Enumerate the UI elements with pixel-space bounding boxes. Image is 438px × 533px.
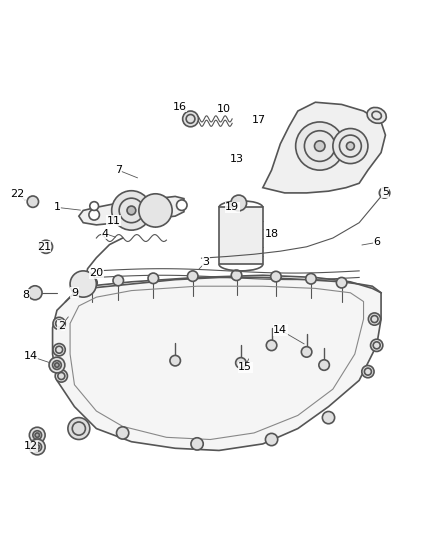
Circle shape: [29, 427, 45, 443]
Circle shape: [49, 357, 65, 373]
Circle shape: [33, 442, 42, 451]
Circle shape: [33, 431, 42, 440]
Circle shape: [319, 360, 329, 370]
Bar: [219, 207, 263, 264]
Circle shape: [117, 427, 129, 439]
Circle shape: [170, 356, 180, 366]
Text: 19: 19: [225, 203, 239, 212]
Text: 15: 15: [238, 362, 252, 372]
Circle shape: [183, 111, 198, 127]
Circle shape: [371, 339, 383, 351]
Circle shape: [266, 340, 277, 351]
Text: 8: 8: [23, 290, 30, 300]
Circle shape: [333, 128, 368, 164]
Text: 22: 22: [11, 189, 25, 199]
Text: 3: 3: [202, 257, 209, 267]
Circle shape: [306, 273, 316, 284]
Circle shape: [39, 240, 53, 253]
Text: 14: 14: [273, 325, 287, 335]
Circle shape: [336, 278, 347, 288]
Circle shape: [55, 370, 67, 382]
Circle shape: [68, 418, 90, 440]
Circle shape: [27, 196, 39, 207]
Circle shape: [53, 344, 65, 356]
Circle shape: [271, 271, 281, 282]
Text: 9: 9: [71, 288, 78, 298]
Text: 16: 16: [173, 102, 187, 111]
Circle shape: [301, 346, 312, 357]
Circle shape: [231, 270, 242, 280]
Circle shape: [90, 201, 99, 211]
Circle shape: [113, 275, 124, 286]
Circle shape: [314, 141, 325, 151]
Circle shape: [35, 433, 39, 437]
Circle shape: [362, 366, 374, 378]
Text: 7: 7: [115, 165, 122, 175]
Circle shape: [187, 271, 198, 281]
Polygon shape: [263, 102, 385, 193]
Circle shape: [70, 271, 96, 297]
Circle shape: [55, 363, 59, 367]
Circle shape: [346, 142, 354, 150]
Circle shape: [139, 194, 172, 227]
Circle shape: [29, 439, 45, 455]
Text: 11: 11: [107, 215, 121, 225]
Circle shape: [177, 200, 187, 211]
Circle shape: [127, 206, 136, 215]
Circle shape: [53, 317, 65, 329]
Text: 20: 20: [89, 268, 103, 278]
Text: 5: 5: [382, 187, 389, 197]
Circle shape: [231, 195, 247, 211]
Text: 6: 6: [373, 237, 380, 247]
Circle shape: [35, 445, 39, 449]
Circle shape: [322, 411, 335, 424]
Text: 13: 13: [230, 154, 244, 164]
Circle shape: [296, 122, 344, 170]
Circle shape: [191, 438, 203, 450]
Text: 14: 14: [24, 351, 38, 361]
Text: 12: 12: [24, 441, 38, 451]
Circle shape: [265, 433, 278, 446]
Text: 1: 1: [53, 203, 60, 212]
Text: 17: 17: [251, 115, 265, 125]
Ellipse shape: [367, 108, 386, 123]
Circle shape: [368, 313, 381, 325]
Polygon shape: [53, 278, 381, 450]
Text: 4: 4: [102, 229, 109, 239]
Circle shape: [379, 188, 390, 198]
Polygon shape: [79, 197, 184, 225]
Text: 2: 2: [58, 321, 65, 330]
Circle shape: [148, 273, 159, 284]
Circle shape: [89, 209, 99, 220]
Circle shape: [236, 358, 246, 368]
Circle shape: [112, 191, 151, 230]
Circle shape: [53, 361, 61, 369]
Text: 21: 21: [37, 242, 51, 252]
Text: 10: 10: [216, 104, 230, 114]
Text: 18: 18: [265, 229, 279, 239]
Circle shape: [87, 278, 97, 288]
Circle shape: [28, 286, 42, 300]
